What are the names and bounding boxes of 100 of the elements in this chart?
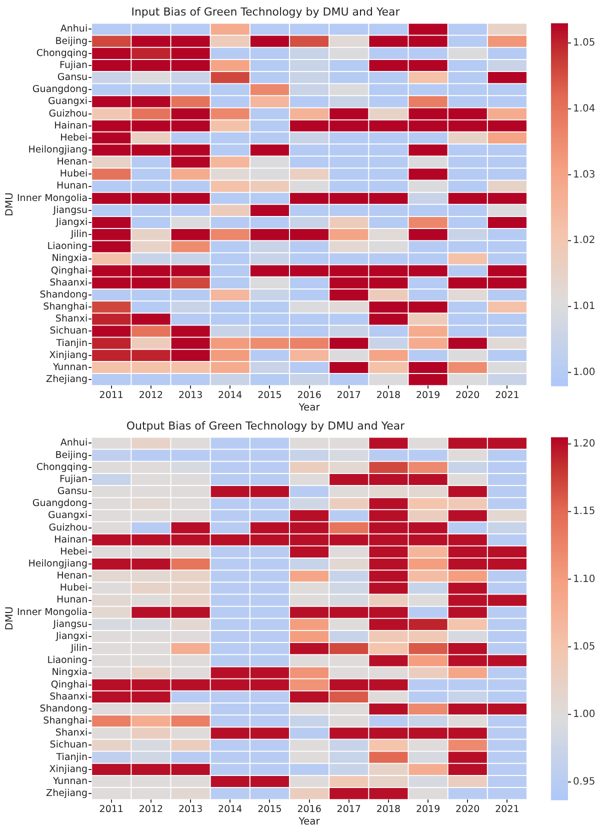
y-tick-label: Qinghai <box>50 265 88 276</box>
x-tick-label: 2018 <box>376 390 401 401</box>
color-bar-label: 0.95 <box>573 776 596 788</box>
y-axis-title: DMU <box>4 192 16 216</box>
y-tick-label: Jilin <box>70 643 88 654</box>
y-tick-label: Jiangxi <box>55 216 88 228</box>
y-axis-title: DMU <box>4 606 16 630</box>
y-tick-label: Hunan <box>56 180 88 192</box>
y-tick-label: Shanxi <box>55 314 88 325</box>
y-tick-label: Henan <box>56 570 88 582</box>
y-tick-label: Shandong <box>40 289 88 300</box>
x-tick-label: 2021 <box>495 390 520 401</box>
y-tick-label: Hubei <box>60 168 88 180</box>
y-tick-label: Liaoning <box>47 655 88 666</box>
y-tick-label: Chongqing <box>36 462 88 473</box>
y-tick-label: Jiangsu <box>52 204 88 216</box>
y-tick-label: Guangdong <box>32 84 88 96</box>
y-tick-label: Beijing <box>55 36 88 47</box>
x-tick-label: 2016 <box>297 390 322 401</box>
y-tick-label: Guangxi <box>48 96 88 108</box>
y-tick-label: Heilongjiang <box>28 558 88 570</box>
x-tick-label: 2021 <box>495 804 520 815</box>
y-tick-label: Beijing <box>55 450 88 461</box>
y-tick-label: Anhui <box>60 24 88 35</box>
y-tick-label: Hebei <box>60 132 88 144</box>
y-tick-label: Shaanxi <box>50 691 88 702</box>
x-tick-label: 2017 <box>336 390 361 401</box>
y-tick-label: Guizhou <box>48 522 88 534</box>
color-bar-label: 1.02 <box>573 235 596 246</box>
color-bar-label: 1.00 <box>573 709 596 720</box>
y-tick-label: Jilin <box>70 229 88 240</box>
y-tick-label: Sichuan <box>50 740 88 751</box>
y-tick-label: Liaoning <box>47 241 88 252</box>
y-tick-label: Gansu <box>57 486 88 498</box>
y-tick-label: Fujian <box>59 474 88 485</box>
y-tick-label: Xinjiang <box>49 350 88 361</box>
x-axis-title: Year <box>298 402 321 414</box>
y-tick-label: Inner Mongolia <box>16 192 88 204</box>
y-tick-label: Shanghai <box>43 302 88 313</box>
x-tick-label: 2014 <box>218 390 242 401</box>
x-tick-label: 2016 <box>297 804 322 815</box>
y-tick-label: Inner Mongolia <box>16 606 88 618</box>
y-tick-label: Ningxia <box>52 253 88 264</box>
y-tick-label: Tianjin <box>55 338 88 349</box>
y-tick-label: Ningxia <box>52 667 88 678</box>
x-tick-label: 2019 <box>416 390 440 401</box>
y-tick-label: Jiangxi <box>55 630 88 642</box>
color-bar-label: 1.15 <box>573 506 596 518</box>
x-tick-label: 2015 <box>258 804 282 815</box>
y-tick-label: Guizhou <box>48 108 88 120</box>
x-axis-title: Year <box>298 816 321 828</box>
y-tick-label: Guangxi <box>48 510 88 522</box>
y-tick-label: Heilongjiang <box>28 144 88 156</box>
color-bar-label: 1.04 <box>573 103 596 114</box>
x-tick-label: 2017 <box>336 804 361 815</box>
x-tick-label: 2011 <box>99 390 124 401</box>
x-tick-label: 2014 <box>218 804 242 815</box>
x-tick-label: 2019 <box>416 804 440 815</box>
y-tick-label: Gansu <box>57 72 88 84</box>
y-tick-label: Guangdong <box>32 498 88 510</box>
y-tick-label: Henan <box>56 156 88 168</box>
y-tick-label: Anhui <box>60 438 88 449</box>
y-tick-label: Shanghai <box>43 716 88 727</box>
y-tick-label: Zhejiang <box>46 788 88 800</box>
y-tick-label: Xinjiang <box>49 764 88 775</box>
color-bar-label: 1.20 <box>573 438 596 450</box>
color-bar-label: 1.01 <box>573 301 596 312</box>
y-tick-label: Yunnan <box>52 776 88 787</box>
x-tick-label: 2015 <box>258 390 282 401</box>
y-tick-label: Chongqing <box>36 48 88 59</box>
x-tick-label: 2020 <box>456 390 480 401</box>
y-tick-label: Shaanxi <box>50 277 88 288</box>
y-tick-label: Hunan <box>56 594 88 606</box>
x-tick-label: 2013 <box>178 804 203 815</box>
y-tick-label: Qinghai <box>50 679 88 690</box>
color-bar-label: 1.10 <box>573 574 596 585</box>
x-tick-label: 2011 <box>99 804 124 815</box>
chart-title: Output Bias of Green Technology by DMU and Year <box>126 419 406 432</box>
y-tick-label: Jiangsu <box>52 618 88 630</box>
y-tick-label: Shandong <box>40 703 88 714</box>
y-tick-label: Sichuan <box>50 326 88 337</box>
y-tick-label: Shanxi <box>55 728 88 739</box>
color-bar-label: 1.05 <box>573 641 596 652</box>
y-tick-label: Fujian <box>59 60 88 71</box>
x-tick-label: 2018 <box>376 804 401 815</box>
y-tick-label: Hebei <box>60 546 88 558</box>
x-tick-label: 2013 <box>178 390 203 401</box>
y-tick-label: Tianjin <box>55 752 88 763</box>
x-tick-label: 2012 <box>138 390 164 401</box>
y-tick-label: Zhejiang <box>46 374 88 386</box>
x-tick-label: 2012 <box>138 804 164 815</box>
chart-title: Input Bias of Green Technology by DMU and Year <box>131 5 400 18</box>
y-tick-label: Hubei <box>60 582 88 594</box>
x-tick-label: 2020 <box>456 804 480 815</box>
y-tick-label: Hainan <box>54 534 88 546</box>
y-tick-label: Yunnan <box>52 362 88 373</box>
color-bar-label: 1.00 <box>573 367 596 378</box>
color-bar-label: 1.03 <box>573 169 596 180</box>
color-bar-label: 1.05 <box>573 38 596 49</box>
y-tick-label: Hainan <box>54 120 88 132</box>
